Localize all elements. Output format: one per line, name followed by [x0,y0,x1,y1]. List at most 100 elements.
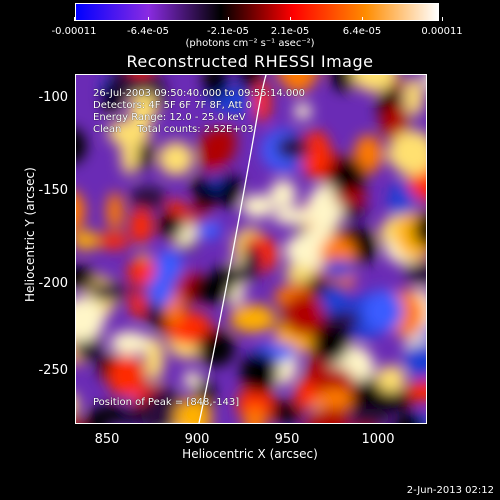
colorbar-tick-mark [148,17,149,21]
image-blob [329,157,366,199]
image-blob [107,355,145,398]
colorbar-tick-mark [228,17,229,21]
image-blob [97,232,130,250]
image-blob [272,207,316,225]
image-blob [240,351,279,394]
image-blob [76,297,105,342]
image-blob [190,276,234,304]
image-blob [106,192,124,231]
image-blob [183,371,201,389]
colorbar-tick-label: 6.4e-05 [342,26,382,37]
ytick-label: -100 [38,90,68,105]
image-blob [294,103,312,120]
image-blob [158,211,184,240]
image-blob [141,387,185,423]
solar-limb-line [198,75,267,423]
image-canvas [76,75,426,423]
ytick-label: -150 [38,183,68,198]
image-blob [244,406,266,423]
image-blob [88,282,129,302]
y-axis-label: Heliocentric Y (arcsec) [23,167,37,302]
image-blob [76,191,86,231]
info-peak-position: Position of Peak = [848,-143] [93,397,240,408]
info-detectors: Detectors: 4F 5F 6F 7F 8F, Att 0 [93,100,253,111]
colorbar-tick-mark [290,17,291,21]
info-method: Clean Total counts: 2.52E+03 [93,124,254,135]
image-blob [331,75,357,92]
image-blob [347,408,392,423]
info-time-range: 26-Jul-2003 09:50:40.000 to 09:55:14.000 [93,88,305,99]
image-blob [363,289,404,333]
image-blob [197,330,235,367]
ytick-label: -200 [38,276,68,291]
plot-title: Reconstructed RHESSI Image [126,52,374,71]
image-blob [320,259,357,278]
image-blob [242,246,262,281]
image-blob [333,189,367,206]
image-blob [285,75,312,93]
image-blob [312,319,350,363]
image-blob [354,134,383,174]
xtick-label: 900 [184,432,210,447]
image-blob [127,257,159,287]
colorbar-tick-label: -2.1e-05 [207,26,249,37]
image-blob [229,304,276,333]
image-blob [405,260,426,286]
colorbar-tick-mark [362,17,363,21]
image-blob [306,407,349,423]
colorbar [75,3,439,21]
image-blob [109,331,150,355]
xtick-label: 1000 [361,432,395,447]
image-blob [146,274,174,308]
image-blob [376,365,406,393]
image-blob [413,211,426,248]
image-blob [307,184,343,232]
image-blob [129,90,157,127]
image-blob [325,311,361,328]
colorbar-tick-label: -6.4e-05 [127,26,169,37]
image-blob [109,75,157,95]
image-blob [203,75,228,101]
image-blob [89,405,136,423]
date-stamp: 2-Jun-2013 02:12 [406,485,494,496]
ytick-label: -250 [38,363,68,378]
image-blob [404,77,424,117]
image-blob [388,180,416,224]
image-blob [282,293,325,337]
image-blob [403,342,426,377]
colorbar-tick-mark [442,17,443,21]
image-blob [271,399,290,423]
image-blob [269,179,297,209]
info-energy: Energy Range: 12.0 - 25.0 keV [93,112,246,123]
image-blob [351,75,397,93]
image-blob [294,378,317,410]
image-blob [76,414,81,423]
image-blob [394,412,426,423]
image-blob [76,396,79,411]
image-blob [241,194,274,219]
image-blob [190,176,213,194]
image-blob [102,81,121,115]
image-blob [76,266,96,289]
image-blob [284,235,318,266]
image-blob [407,380,426,402]
image-blob [195,193,213,212]
image-blob [129,208,153,244]
colorbar-tick-label: -0.00011 [51,26,97,37]
colorbar-units: (photons cm⁻² s⁻¹ asec⁻²) [185,38,315,49]
image-blob [133,75,149,77]
image-blob [76,129,87,163]
colorbar-tick-mark [74,17,75,21]
colorbar-tick-label: 0.00011 [421,26,463,37]
image-blob [337,202,368,221]
image-blob [144,336,164,382]
image-blob [217,124,236,161]
image-blob [76,230,100,250]
rhessi-image [75,74,427,424]
image-blob [384,146,420,164]
x-axis-label: Heliocentric X (arcsec) [182,447,318,461]
image-blob [275,135,311,160]
image-blob [424,75,426,86]
xtick-label: 950 [274,432,300,447]
image-blob [313,388,357,411]
